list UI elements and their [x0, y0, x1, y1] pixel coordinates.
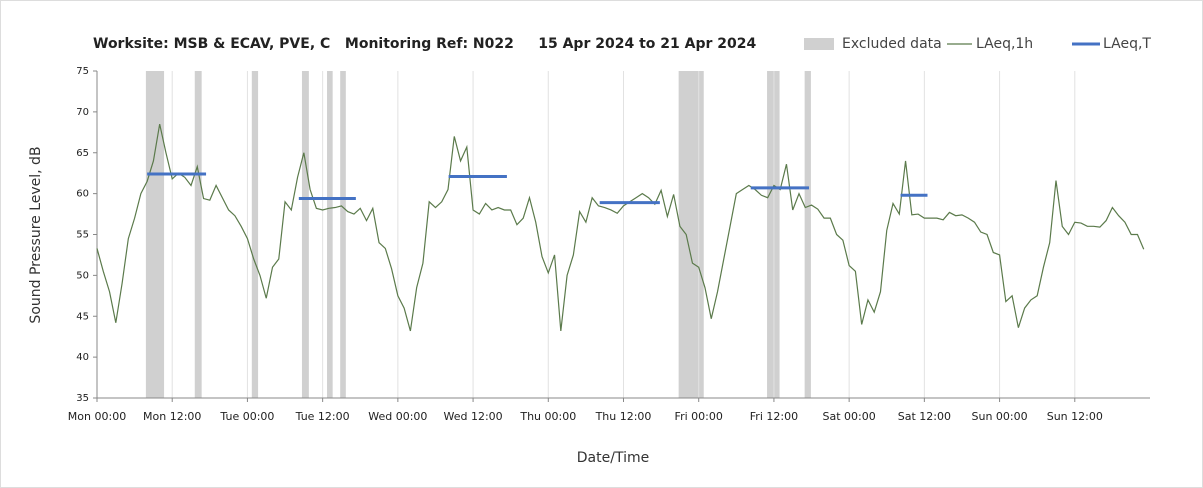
excluded-band — [194, 71, 202, 398]
y-tick-label: 70 — [76, 107, 89, 118]
excluded-band — [804, 71, 811, 398]
y-tick-label: 50 — [76, 270, 89, 281]
x-tick-label: Tue 00:00 — [219, 410, 274, 423]
chart-title: Worksite: MSB & ECAV, PVE, C Monitoring … — [93, 36, 756, 52]
x-tick-label: Fri 00:00 — [675, 410, 723, 423]
x-tick-label: Sun 12:00 — [1047, 410, 1103, 423]
x-tick-label: Wed 12:00 — [443, 410, 502, 423]
y-tick-label: 40 — [76, 352, 89, 363]
x-tick-label: Mon 00:00 — [68, 410, 126, 423]
x-tick-label: Mon 12:00 — [143, 410, 201, 423]
x-tick-label: Wed 00:00 — [368, 410, 427, 423]
x-tick-label: Fri 12:00 — [750, 410, 798, 423]
y-tick-label: 75 — [76, 66, 89, 77]
y-axis-label: Sound Pressure Level, dB — [28, 146, 44, 323]
x-tick-label: Sun 00:00 — [972, 410, 1028, 423]
legend-label: LAeq,T — [1103, 36, 1151, 52]
x-axis-label: Date/Time — [577, 450, 649, 466]
excluded-band — [327, 71, 333, 398]
x-tick-label: Sat 00:00 — [823, 410, 876, 423]
excluded-band — [340, 71, 346, 398]
legend-label: Excluded data — [842, 36, 942, 52]
x-tick-label: Thu 12:00 — [595, 410, 652, 423]
y-tick-label: 60 — [76, 189, 89, 200]
excluded-band — [301, 71, 309, 398]
x-tick-label: Sat 12:00 — [898, 410, 951, 423]
y-tick-label: 35 — [76, 393, 89, 404]
legend-swatch — [804, 38, 834, 50]
x-tick-label: Thu 00:00 — [519, 410, 576, 423]
y-tick-label: 65 — [76, 148, 89, 159]
excluded-band — [678, 71, 704, 398]
legend-label: LAeq,1h — [976, 36, 1033, 52]
excluded-band — [767, 71, 780, 398]
y-tick-label: 55 — [76, 230, 89, 241]
series-line — [96, 124, 1145, 332]
excluded-band — [251, 71, 259, 398]
excluded-band — [145, 71, 165, 398]
y-tick-label: 45 — [76, 311, 89, 322]
x-tick-label: Tue 12:00 — [295, 410, 350, 423]
